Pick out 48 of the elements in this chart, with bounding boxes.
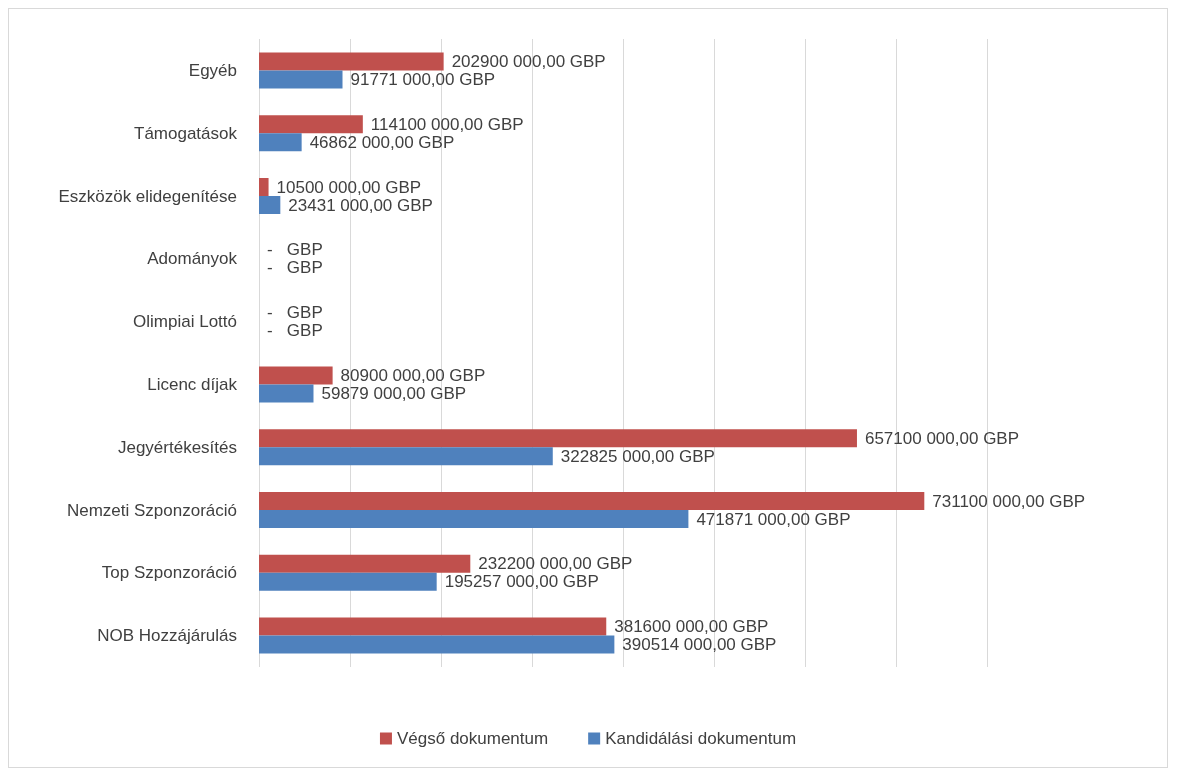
bar bbox=[259, 366, 333, 385]
bar bbox=[259, 52, 444, 71]
data-label: 731100 000,00 GBP bbox=[932, 491, 1086, 511]
bar bbox=[259, 429, 857, 448]
data-label: - GBP bbox=[267, 321, 323, 341]
bar bbox=[259, 510, 689, 528]
bar bbox=[259, 635, 615, 654]
bar bbox=[259, 617, 607, 636]
data-label: 80900 000,00 GBP bbox=[340, 365, 486, 385]
bar bbox=[259, 447, 553, 466]
y-tick-label: Olimpiai Lottó bbox=[133, 312, 237, 332]
bar bbox=[259, 133, 302, 152]
data-label: 23431 000,00 GBP bbox=[288, 195, 433, 215]
data-label: - GBP bbox=[267, 258, 323, 278]
data-label: 202900 000,00 GBP bbox=[451, 51, 606, 71]
y-tick-label: Top Szponzoráció bbox=[101, 563, 237, 583]
bar bbox=[259, 196, 281, 214]
data-label: 91771 000,00 GBP bbox=[350, 69, 496, 89]
data-label: 322825 000,00 GBP bbox=[560, 446, 715, 466]
y-tick-label: Adományok bbox=[147, 249, 238, 269]
y-tick-label: Nemzeti Szponzoráció bbox=[66, 500, 237, 520]
y-tick-label: Licenc díjak bbox=[147, 374, 238, 394]
data-label: 390514 000,00 GBP bbox=[622, 635, 777, 655]
y-tick-label: Egyéb bbox=[188, 60, 237, 80]
data-label: 657100 000,00 GBP bbox=[864, 428, 1020, 448]
bar bbox=[259, 554, 471, 573]
bar bbox=[259, 70, 343, 89]
y-tick-label: Támogatások bbox=[134, 123, 238, 143]
legend-label: Kandidálási dokumentum bbox=[605, 729, 797, 748]
bar bbox=[259, 178, 269, 196]
data-label: 232200 000,00 GBP bbox=[478, 554, 633, 574]
y-tick-label: Jegyértékesítés bbox=[117, 437, 237, 457]
y-tick-label: Eszközök elidegenítése bbox=[58, 186, 237, 206]
data-label: 195257 000,00 GBP bbox=[444, 572, 599, 592]
legend-label: Végső dokumentum bbox=[396, 729, 549, 748]
bar bbox=[259, 115, 363, 134]
data-label: 10500 000,00 GBP bbox=[276, 177, 422, 197]
data-label: 46862 000,00 GBP bbox=[309, 132, 455, 152]
bar bbox=[259, 384, 314, 403]
data-label: 471871 000,00 GBP bbox=[696, 509, 851, 529]
data-label: - GBP bbox=[267, 240, 323, 260]
data-label: 114100 000,00 GBP bbox=[370, 114, 524, 134]
bar bbox=[259, 492, 925, 510]
y-tick-label: NOB Hozzájárulás bbox=[97, 626, 237, 646]
bar bbox=[259, 572, 437, 591]
data-label: - GBP bbox=[267, 303, 323, 323]
data-label: 381600 000,00 GBP bbox=[614, 617, 769, 637]
data-label: 59879 000,00 GBP bbox=[321, 383, 467, 403]
